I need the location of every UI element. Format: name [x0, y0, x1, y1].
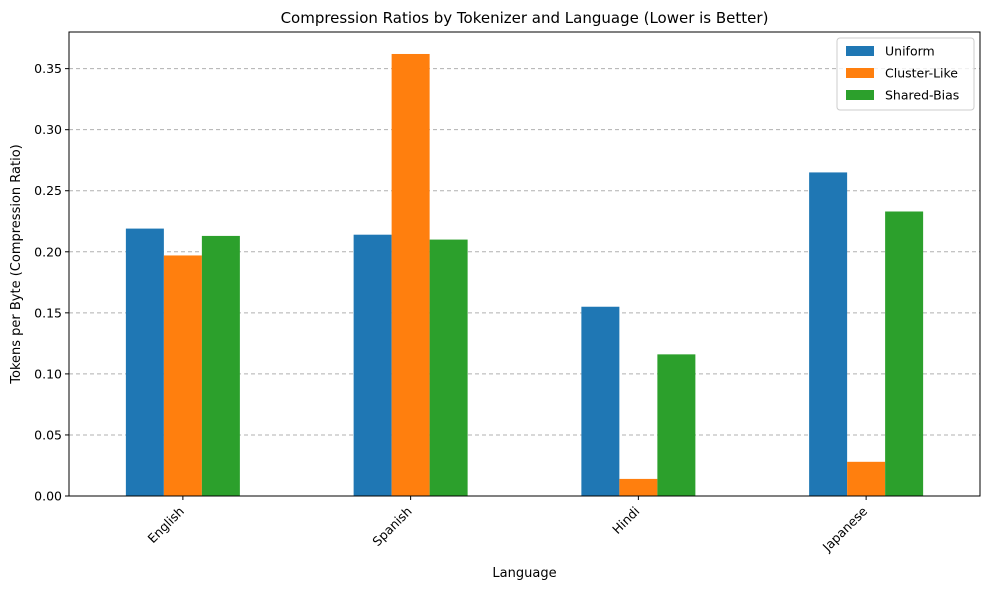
bar-uniform-hindi — [581, 306, 620, 496]
y-tick-label: 0.10 — [34, 366, 62, 381]
bar-uniform-spanish — [353, 234, 392, 496]
bar-uniform-japanese — [809, 172, 848, 496]
legend-label: Uniform — [885, 44, 935, 59]
y-tick-label: 0.00 — [34, 489, 62, 504]
bar-cluster-like-japanese — [847, 461, 886, 496]
x-axis-label: Language — [492, 566, 556, 581]
y-tick-label: 0.05 — [34, 427, 62, 442]
y-tick-label: 0.30 — [34, 122, 62, 137]
bar-cluster-like-english — [163, 255, 202, 496]
bar-cluster-like-hindi — [619, 478, 658, 496]
legend-swatch — [846, 68, 874, 78]
legend-swatch — [846, 46, 874, 56]
y-axis-label: Tokens per Byte (Compression Ratio) — [9, 144, 24, 384]
y-tick-label: 0.15 — [34, 305, 62, 320]
y-tick-label: 0.35 — [34, 61, 62, 76]
bar-cluster-like-spanish — [391, 53, 430, 497]
y-tick-label: 0.20 — [34, 244, 62, 259]
chart-title: Compression Ratios by Tokenizer and Lang… — [281, 9, 769, 27]
x-tick-label: Spanish — [369, 504, 415, 550]
legend: Uniform Cluster-Like Shared-Bias — [836, 37, 975, 111]
bar-shared-bias-english — [201, 235, 240, 497]
x-tick-label: English — [144, 504, 187, 547]
plot-area-frame — [68, 31, 981, 497]
bars — [125, 53, 924, 497]
legend-label: Shared-Bias — [885, 88, 959, 103]
x-tick-label: Japanese — [819, 503, 871, 555]
y-tick-label: 0.25 — [34, 183, 62, 198]
bar-shared-bias-japanese — [885, 211, 924, 496]
y-axis-ticks: 0.00 0.05 0.10 0.15 0.20 0.25 0.30 0.35 — [34, 61, 69, 504]
bar-uniform-english — [125, 228, 164, 496]
legend-swatch — [846, 90, 874, 100]
x-tick-label: Hindi — [609, 504, 642, 537]
bar-shared-bias-hindi — [657, 354, 696, 496]
x-axis-ticks: English Spanish Hindi Japanese — [144, 496, 870, 555]
legend-label: Cluster-Like — [885, 66, 958, 81]
bar-shared-bias-spanish — [429, 239, 468, 496]
